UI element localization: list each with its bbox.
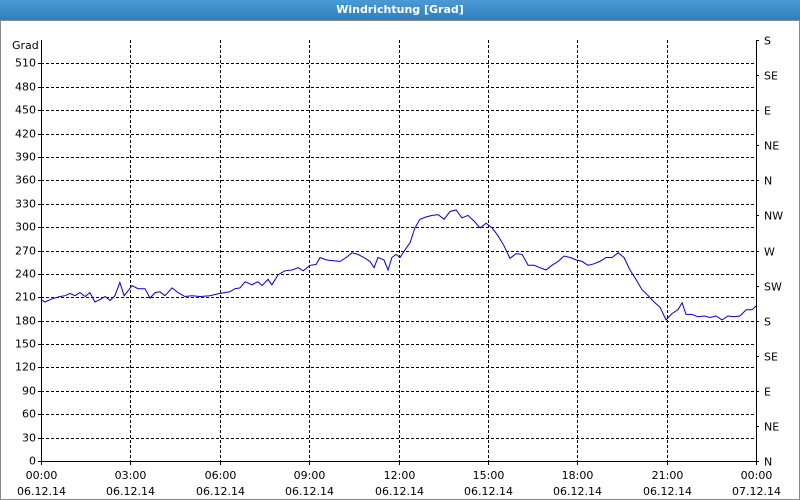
y-tick-label: 240 (15, 268, 36, 281)
y-tick-label: 150 (15, 338, 36, 351)
y2-tick-label: N (764, 175, 772, 188)
x-tick-label: 12:00 06.12.14 (375, 469, 424, 498)
y2-tick-label: S (764, 35, 771, 48)
y-tick-label: 90 (22, 385, 36, 398)
y-tick-label: 210 (15, 291, 36, 304)
y2-tick-label: E (764, 105, 771, 118)
y-tick-label: 60 (22, 408, 36, 421)
y-tick-label: 300 (15, 221, 36, 234)
y2-tick-label: SW (764, 281, 782, 294)
y-tick-label: 450 (15, 104, 36, 117)
chart-title: Windrichtung [Grad] (0, 0, 800, 20)
y-tick-label: 330 (15, 198, 36, 211)
x-tick-label: 15:00 06.12.14 (464, 469, 513, 498)
y-tick-label: 390 (15, 151, 36, 164)
y-tick-label: 510 (15, 57, 36, 70)
x-tick-label: 21:00 06.12.14 (643, 469, 692, 498)
y2-tick-label: E (764, 386, 771, 399)
y2-tick-label: N (764, 456, 772, 469)
y2-tick-label: SE (764, 351, 778, 364)
x-tick-label: 00:00 07.12.14 (732, 469, 781, 498)
x-tick-label: 18:00 06.12.14 (553, 469, 602, 498)
y2-tick-label: NW (764, 210, 783, 223)
y2-tick-label: NE (764, 140, 779, 153)
x-tick-label: 03:00 06.12.14 (106, 469, 155, 498)
x-tick-label: 00:00 06.12.14 (17, 469, 66, 498)
y-tick-label: 360 (15, 174, 36, 187)
y-tick-label: 0 (29, 455, 36, 468)
y2-tick-label: SE (764, 70, 778, 83)
y2-tick-label: NE (764, 421, 779, 434)
y2-tick-label: W (764, 246, 775, 259)
y-tick-label: 270 (15, 245, 36, 258)
x-tick-label: 06:00 06.12.14 (196, 469, 245, 498)
y-tick-label: 30 (22, 432, 36, 445)
data-line (40, 209, 757, 321)
y2-tick-label: S (764, 316, 771, 329)
x-tick-label: 09:00 06.12.14 (285, 469, 334, 498)
y-tick-label: 180 (15, 315, 36, 328)
y-axis-label: Grad (12, 39, 39, 52)
y-tick-label: 480 (15, 81, 36, 94)
y-tick-label: 420 (15, 128, 36, 141)
y-tick-label: 120 (15, 361, 36, 374)
